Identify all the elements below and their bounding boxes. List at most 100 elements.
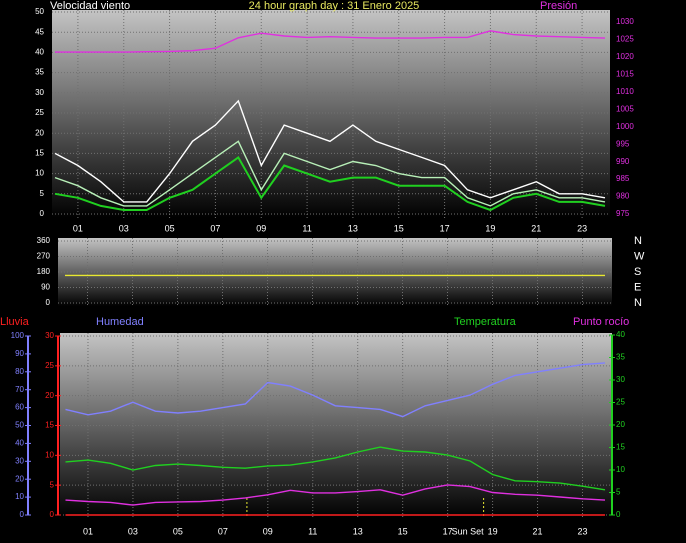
x-tick-label: 11	[308, 526, 317, 536]
x-tick-label: 23	[578, 526, 588, 536]
chart-title: 24 hour graph day : 31 Enero 2025	[249, 0, 420, 12]
series-line	[54, 99, 606, 203]
y-tick-label: 15	[35, 149, 44, 158]
x-tick-label: 17	[443, 526, 453, 536]
y3-tick-label: 70	[15, 385, 24, 394]
x-tick-label: 21	[533, 526, 543, 536]
y2-tick-label: E	[634, 281, 641, 293]
legend-entry: Lluvia	[0, 316, 30, 328]
legend-entry: Punto rocío	[573, 316, 629, 328]
y-tick-label: 45	[35, 27, 44, 36]
y3-tick-label: 20	[15, 474, 24, 483]
x-tick-label: 21	[531, 223, 541, 233]
x-tick-label: 07	[218, 526, 228, 536]
y2-tick-label: N	[634, 235, 642, 247]
y-tick-label: 5	[40, 189, 45, 198]
y3-tick-label: 80	[15, 367, 24, 376]
x-tick-label: 09	[256, 223, 266, 233]
y3-tick-label: 100	[11, 331, 25, 340]
y-tick-label: 20	[35, 128, 44, 137]
y2-tick-label: S	[634, 266, 641, 278]
y-tick-label: 30	[35, 88, 44, 97]
y-tick-label: 35	[35, 68, 44, 77]
y-tick-label: 0	[40, 209, 45, 218]
y-tick-label: 0	[46, 298, 51, 307]
plot-background	[52, 10, 610, 218]
x-tick-label: 13	[348, 223, 358, 233]
y2-tick-label: 1020	[616, 52, 634, 61]
series-line	[54, 140, 606, 207]
axis-chart-title: Velocidad viento	[50, 0, 130, 12]
y-tick-label: 90	[41, 283, 50, 292]
x-tick-label: 01	[83, 526, 93, 536]
y2-tick-label: 25	[616, 398, 625, 407]
y2-tick-label: 1005	[616, 104, 634, 113]
series-line	[54, 155, 606, 212]
y2-tick-label: 990	[616, 157, 630, 166]
y2-tick-label: 10	[616, 465, 625, 474]
y-tick-label: 10	[35, 169, 44, 178]
y2-tick-label: 1000	[616, 122, 634, 131]
y3-tick-label: 60	[15, 403, 24, 412]
y-tick-label: 20	[45, 391, 54, 400]
y-tick-label: 50	[35, 7, 44, 16]
y3-tick-label: 10	[15, 492, 24, 501]
y3-tick-label: 30	[15, 456, 24, 465]
x-tick-label: 01	[73, 223, 83, 233]
y2-tick-label: 5	[616, 488, 621, 497]
x-tick-label: 13	[353, 526, 363, 536]
y-tick-label: 270	[37, 252, 51, 261]
y2-tick-label: 985	[616, 174, 630, 183]
x-tick-label: 15	[398, 526, 408, 536]
y2-tick-label: 1015	[616, 70, 634, 79]
x-tick-label: 19	[485, 223, 495, 233]
y2-tick-label: W	[634, 250, 645, 262]
y2-tick-label: 15	[616, 443, 625, 452]
y2-tick-label: 30	[616, 375, 625, 384]
series-line	[65, 362, 606, 418]
x-tick-label: 19	[488, 526, 498, 536]
x-tick-label: 23	[577, 223, 587, 233]
y3-tick-label: 40	[15, 439, 24, 448]
x-tick-label: 07	[210, 223, 220, 233]
y2-tick-label: 1030	[616, 17, 634, 26]
y-tick-label: 0	[50, 510, 55, 519]
sun-label: Sun Set	[452, 526, 485, 536]
y-tick-label: 10	[45, 450, 54, 459]
legend-entry: Humedad	[96, 316, 144, 328]
y-tick-label: 25	[35, 108, 44, 117]
y-tick-label: 180	[37, 267, 51, 276]
x-tick-label: 05	[173, 526, 183, 536]
y-tick-label: 360	[37, 236, 51, 245]
legend-entry: Temperatura	[454, 316, 517, 328]
y-tick-label: 15	[45, 421, 54, 430]
y-tick-label: 5	[50, 480, 55, 489]
y2-tick-label: 40	[616, 330, 625, 339]
x-tick-label: 17	[440, 223, 450, 233]
y2-tick-label: 975	[616, 209, 630, 218]
series-line	[65, 484, 606, 506]
series-line	[55, 30, 606, 53]
y2-tick-label: 1025	[616, 35, 634, 44]
x-tick-label: 03	[128, 526, 138, 536]
x-tick-label: 03	[119, 223, 129, 233]
x-tick-label: 09	[263, 526, 273, 536]
y2-tick-label: 0	[616, 510, 621, 519]
right-axis-label: Presión	[540, 0, 577, 12]
y3-tick-label: 50	[15, 421, 24, 430]
y2-tick-label: N	[634, 297, 642, 309]
y2-tick-label: 980	[616, 192, 630, 201]
x-tick-label: 15	[394, 223, 404, 233]
y2-tick-label: 995	[616, 139, 630, 148]
y3-tick-label: 0	[20, 510, 25, 519]
series-line	[65, 446, 606, 491]
y-tick-label: 30	[45, 331, 54, 340]
y2-tick-label: 20	[616, 420, 625, 429]
x-tick-label: 05	[165, 223, 175, 233]
y-tick-label: 40	[35, 48, 44, 57]
y-tick-label: 25	[45, 361, 54, 370]
x-tick-label: 11	[302, 223, 311, 233]
y2-tick-label: 35	[616, 353, 625, 362]
y3-tick-label: 90	[15, 349, 24, 358]
